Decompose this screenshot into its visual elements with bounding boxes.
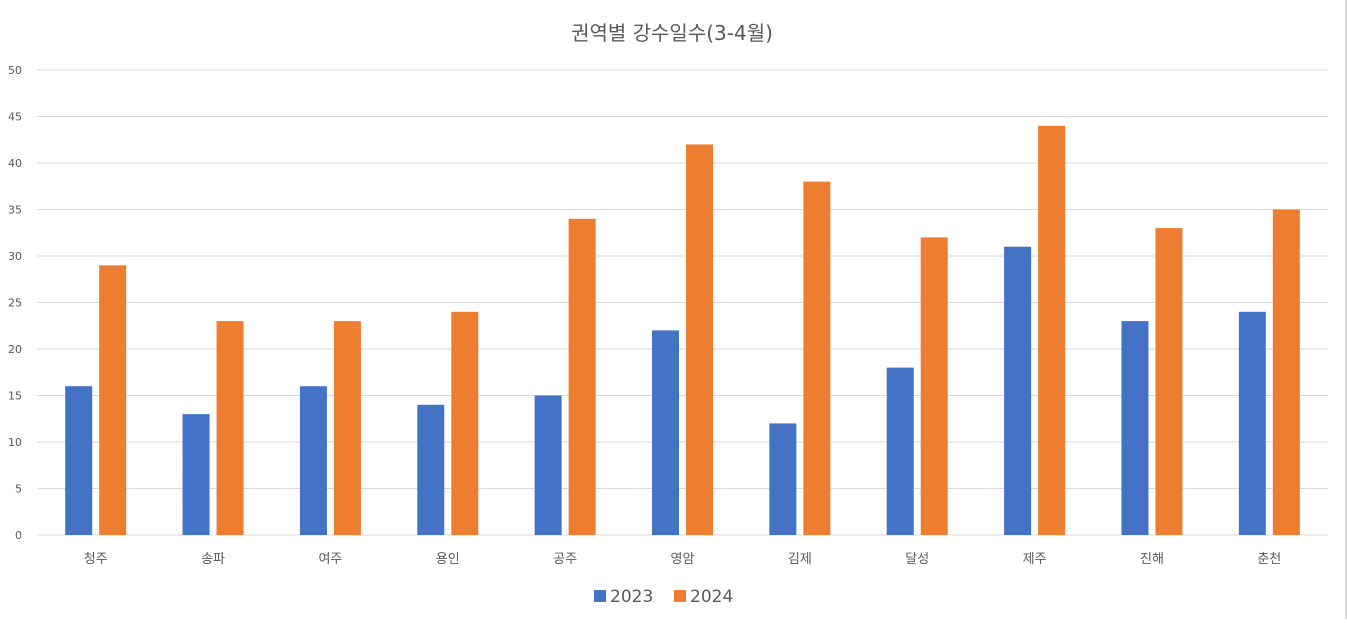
legend: 2023 2024 [594,587,733,607]
bar-2024-송파 [216,321,244,535]
bar-2023-청주 [65,386,93,535]
bar-2024-영암 [686,144,713,535]
bar-2023-달성 [886,367,914,535]
x-tick-label: 영암 [671,552,695,567]
chart-title: 권역별 강수일수(3-4월) [571,21,773,45]
y-tick-label: 50 [8,64,22,77]
x-axis-labels: 청주 송파 여주 용인 공주 영암 김제 달성 제주 진해 춘천 [84,552,1282,567]
y-tick-label: 15 [8,390,22,403]
bar-2023-영암 [652,330,679,535]
bar-2023-김제 [769,423,797,535]
bar-2024-여주 [333,321,361,535]
y-tick-label: 10 [8,436,22,449]
y-tick-label: 40 [8,157,22,170]
bar-2023-여주 [299,386,327,535]
bar-2023-송파 [182,414,210,535]
y-tick-label: 20 [8,343,22,356]
bar-2023-공주 [534,395,562,535]
bar-2024-용인 [451,311,479,535]
legend-label: 2023 [610,587,653,607]
y-tick-label: 45 [8,111,22,124]
x-tick-label: 춘천 [1257,552,1281,567]
x-tick-label: 제주 [1023,552,1047,567]
y-tick-label: 5 [15,483,22,496]
gridlines [37,69,1328,536]
bar-2023-제주 [1004,246,1032,535]
x-tick-label: 달성 [905,552,929,567]
x-tick-label: 송파 [201,552,225,567]
bar-2024-청주 [99,265,127,535]
x-tick-label: 김제 [788,552,812,567]
bar-2024-춘천 [1272,209,1300,535]
bar-2023-진해 [1121,321,1149,535]
legend-swatch-2024 [674,590,686,602]
y-tick-label: 0 [15,529,22,542]
legend-label: 2024 [690,587,733,607]
bar-2024-김제 [803,181,831,535]
legend-swatch-2023 [594,590,606,602]
x-tick-label: 여주 [318,552,342,567]
x-tick-label: 공주 [553,552,577,567]
y-tick-label: 35 [8,204,22,217]
bar-2024-달성 [920,237,948,535]
x-tick-label: 용인 [436,552,460,567]
chart-border [1345,0,1347,619]
bar-2023-춘천 [1238,311,1266,535]
bar-2023-용인 [417,404,445,535]
bar-2024-공주 [568,218,596,536]
bar-2024-진해 [1155,228,1183,535]
y-tick-label: 25 [8,297,22,310]
bars [65,125,1300,536]
y-axis-ticks: 0 5 10 15 20 25 30 35 40 45 50 [8,64,22,542]
y-tick-label: 30 [8,250,22,263]
bar-2024-제주 [1038,125,1066,536]
x-tick-label: 진해 [1140,552,1164,567]
x-tick-label: 청주 [84,552,108,567]
